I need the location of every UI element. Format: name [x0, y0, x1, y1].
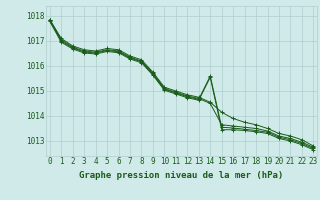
X-axis label: Graphe pression niveau de la mer (hPa): Graphe pression niveau de la mer (hPa) — [79, 171, 284, 180]
